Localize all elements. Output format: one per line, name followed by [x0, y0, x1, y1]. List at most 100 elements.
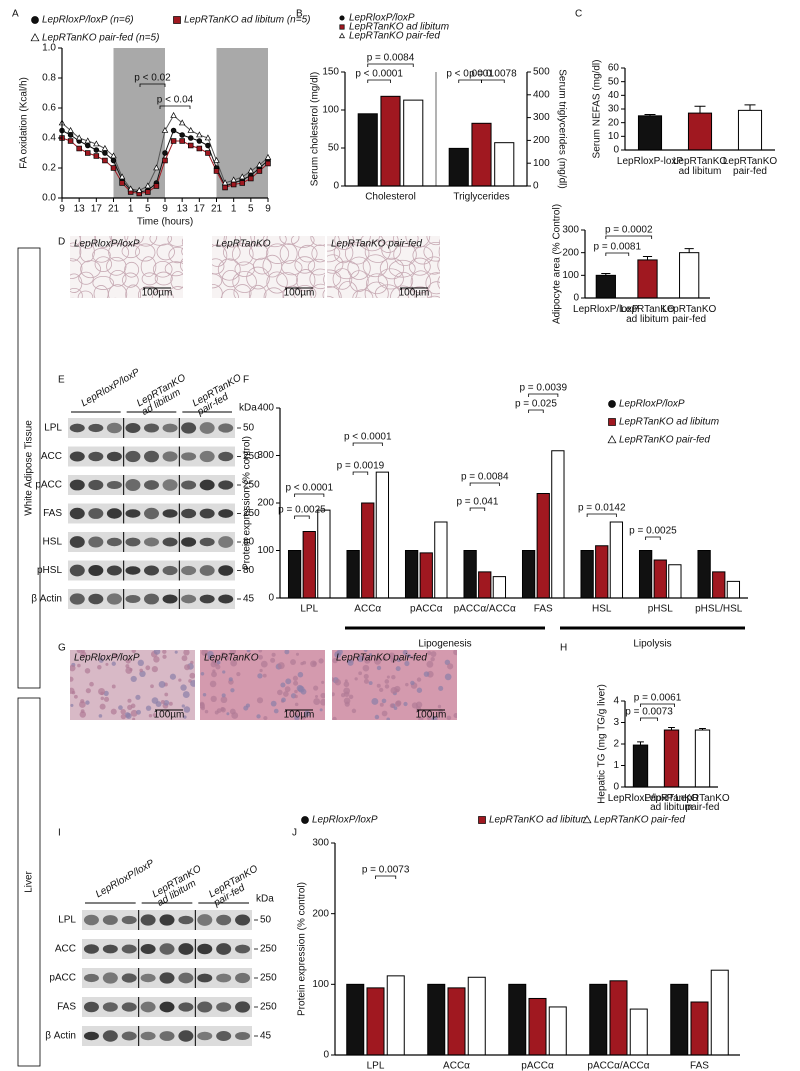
- y-axis-label: Protein expression (% control): [297, 882, 308, 1016]
- x-tick-label: 17: [91, 204, 103, 215]
- nucleus: [98, 688, 106, 695]
- band: [218, 423, 234, 433]
- nucleus: [79, 711, 87, 718]
- cell: [121, 244, 141, 259]
- cell: [377, 268, 404, 290]
- x-tick-label: 17: [194, 204, 206, 215]
- nucleus: [130, 675, 137, 683]
- marker: [222, 184, 228, 191]
- band: [106, 451, 122, 462]
- marker: [188, 135, 194, 141]
- nucleus: [284, 686, 291, 693]
- group-label: Lipogenesis: [418, 639, 471, 650]
- y-tick-label: 50: [328, 143, 340, 154]
- kda-value: 50: [260, 915, 272, 926]
- cell: [426, 236, 440, 246]
- cell: [152, 260, 173, 278]
- nucleus: [204, 709, 209, 714]
- nucleus: [258, 654, 263, 660]
- nucleus: [150, 684, 154, 689]
- nucleus: [174, 650, 178, 654]
- nucleus: [181, 655, 188, 662]
- bracket: [605, 252, 630, 256]
- error-bar: [668, 726, 675, 731]
- cell: [78, 271, 94, 285]
- nucleus: [228, 677, 233, 682]
- nucleus: [145, 705, 152, 711]
- blot-row-label: LPL: [58, 915, 76, 926]
- nucleus: [303, 710, 310, 717]
- band: [159, 972, 175, 984]
- marker: [93, 140, 100, 147]
- bar: [632, 744, 649, 788]
- y-tick-label: 200: [562, 247, 579, 258]
- cell: [352, 289, 374, 298]
- bar: [536, 493, 550, 599]
- x-tick-label: 1: [231, 204, 237, 215]
- nucleus: [406, 653, 412, 659]
- nucleus: [271, 652, 276, 657]
- x-tick-label-line: pair-fed: [733, 166, 767, 177]
- nucleus: [230, 688, 235, 693]
- image-label: LepRTanKO: [216, 239, 271, 250]
- marker: [119, 180, 125, 186]
- nucleus: [364, 657, 371, 664]
- annotation: p = 0.0039: [519, 383, 567, 394]
- bar: [447, 987, 466, 1056]
- nucleus: [294, 694, 298, 699]
- band: [83, 973, 99, 983]
- annotation: p = 0.0025: [278, 505, 326, 516]
- marker: [101, 144, 109, 151]
- nucleus: [127, 698, 132, 703]
- kda-value: 80: [243, 537, 255, 548]
- cell: [221, 269, 240, 288]
- cell: [184, 289, 203, 308]
- marker: [239, 173, 246, 180]
- cell: [70, 258, 83, 279]
- nucleus: [376, 665, 382, 671]
- cell: [154, 271, 173, 286]
- nucleus: [270, 700, 277, 707]
- nucleus: [202, 692, 207, 697]
- cell: [234, 236, 255, 247]
- cell: [179, 258, 183, 272]
- cell: [92, 300, 113, 318]
- cell: [396, 303, 416, 320]
- band: [197, 1001, 213, 1013]
- band: [199, 508, 215, 519]
- annotation: p = 0.0019: [337, 461, 385, 472]
- cell: [223, 236, 242, 248]
- nucleus: [376, 683, 381, 688]
- x-tick-label: pHSL: [648, 604, 673, 615]
- x-tick-label: LepRloxP-loxP: [617, 156, 683, 167]
- bracket: [458, 79, 482, 83]
- band: [125, 566, 141, 575]
- band: [159, 943, 175, 955]
- bar: [670, 983, 689, 1056]
- cell: [393, 243, 417, 267]
- micrograph-texture: [332, 650, 457, 720]
- nucleus: [320, 692, 325, 699]
- cell: [182, 304, 201, 319]
- nucleus: [127, 704, 133, 711]
- bar: [521, 550, 536, 599]
- bar: [637, 115, 663, 151]
- nucleus: [374, 714, 380, 720]
- nucleus: [110, 708, 117, 715]
- micrograph-texture: [70, 650, 195, 720]
- bar: [386, 975, 405, 1056]
- marker: [213, 168, 220, 174]
- band: [181, 565, 197, 576]
- cell: [125, 284, 142, 298]
- nucleus: [332, 657, 338, 664]
- y-tick-label: 0.2: [42, 163, 56, 174]
- band: [159, 1001, 175, 1013]
- nucleus: [98, 657, 104, 663]
- nucleus: [363, 673, 369, 679]
- cell: [252, 257, 272, 275]
- cell: [282, 285, 303, 298]
- cell: [423, 256, 440, 275]
- cell: [296, 303, 319, 319]
- blot-header: LepRloxP/loxP: [94, 857, 157, 899]
- cell: [77, 290, 94, 298]
